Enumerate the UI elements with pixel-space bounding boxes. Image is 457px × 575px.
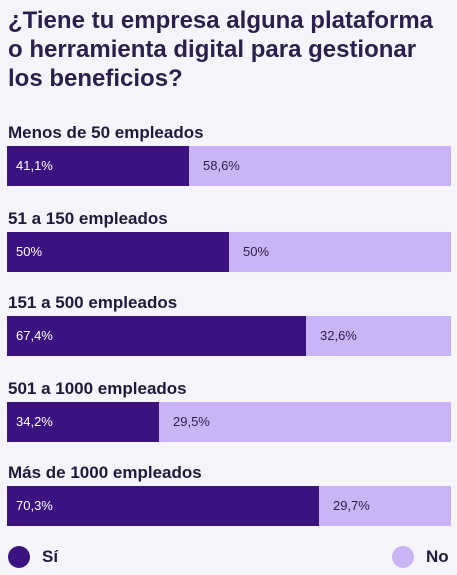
category-label: Menos de 50 empleados — [8, 123, 204, 142]
bar-segment-si — [7, 316, 306, 356]
data-label-si: 34,2% — [16, 414, 53, 429]
data-label-no: 29,7% — [333, 498, 370, 513]
stacked-bar: 67,4% 32,6% — [7, 316, 451, 356]
data-label-no: 29,5% — [173, 414, 210, 429]
bar-segment-si — [7, 486, 319, 526]
stacked-bar: 70,3% 29,7% — [7, 486, 451, 526]
bar-segment-no — [189, 146, 449, 186]
bar-group: Menos de 50 empleados 41,1% 58,6% — [7, 122, 451, 186]
category-label: 51 a 150 empleados — [8, 209, 168, 228]
category-label: Más de 1000 empleados — [8, 463, 202, 482]
data-label-no: 50% — [243, 244, 270, 259]
bar-segment-no — [229, 232, 451, 272]
chart-title: ¿Tiene tu empresa alguna plataforma o he… — [8, 7, 434, 92]
legend-swatch-no — [392, 546, 414, 568]
data-label-si: 41,1% — [16, 158, 53, 173]
stacked-bar: 41,1% 58,6% — [7, 146, 451, 186]
data-label-no: 32,6% — [320, 328, 357, 343]
bar-segment-no — [319, 486, 451, 526]
legend-item-si: Sí — [8, 544, 58, 570]
bar-segment-si — [7, 402, 159, 442]
bar-group: 151 a 500 empleados 67,4% 32,6% — [7, 292, 451, 356]
category-label: 151 a 500 empleados — [8, 293, 178, 312]
legend-label-no: No — [426, 547, 449, 566]
bar-group: 501 a 1000 empleados 34,2% 29,5% — [7, 378, 451, 442]
data-label-no: 58,6% — [203, 158, 240, 173]
legend-label-si: Sí — [42, 547, 59, 566]
legend-item-no: No — [392, 544, 449, 570]
bar-group: Más de 1000 empleados 70,3% 29,7% — [7, 462, 451, 526]
stacked-bar: 34,2% 29,5% — [7, 402, 451, 442]
stacked-bar: 50% 50% — [7, 232, 451, 272]
bar-segment-si — [7, 146, 189, 186]
data-label-si: 70,3% — [16, 498, 53, 513]
data-label-si: 50% — [16, 244, 43, 259]
legend-swatch-si — [8, 546, 30, 568]
category-label: 501 a 1000 empleados — [8, 379, 187, 398]
bar-group: 51 a 150 empleados 50% 50% — [7, 208, 451, 272]
bar-segment-si — [7, 232, 229, 272]
data-label-si: 67,4% — [16, 328, 53, 343]
bar-segment-no — [159, 402, 290, 442]
bar-segment-no — [306, 316, 451, 356]
